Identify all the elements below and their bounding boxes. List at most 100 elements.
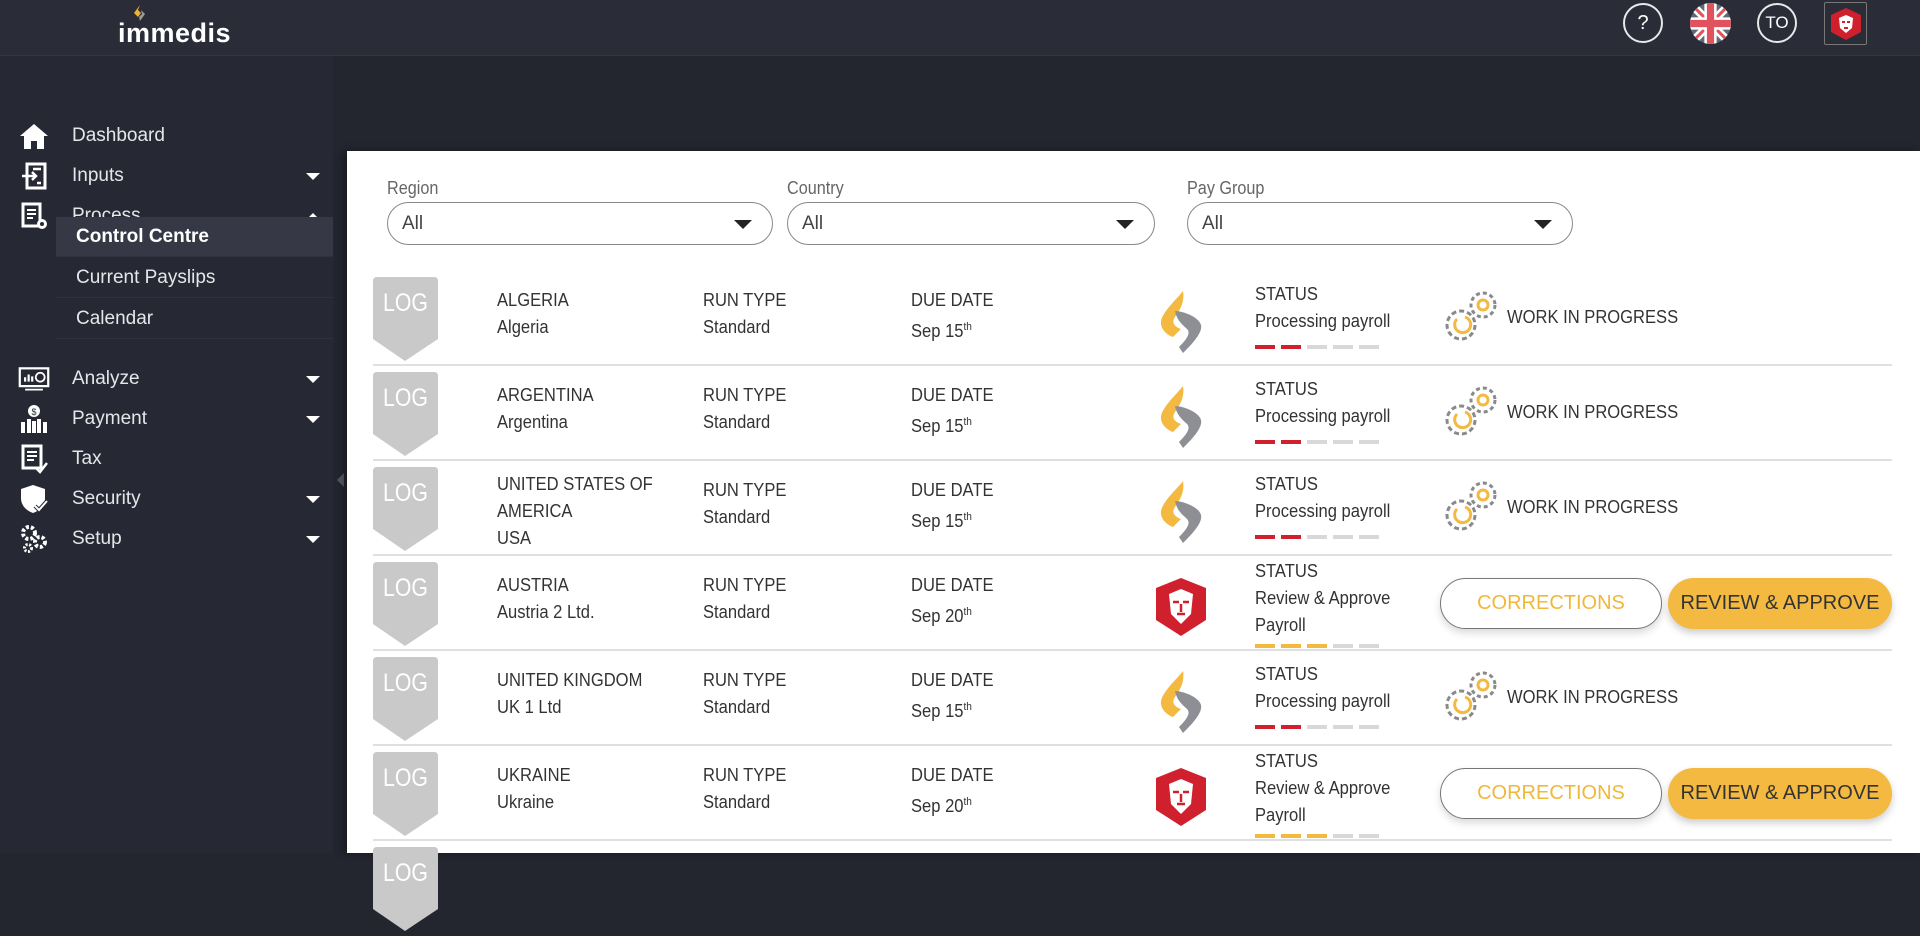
progress-step: [1333, 440, 1353, 444]
work-in-progress-label: WORK IN PROGRESS: [1507, 401, 1679, 422]
company-switcher-button[interactable]: [1824, 2, 1867, 45]
run-type-value: Standard: [703, 412, 771, 432]
progress-step: [1307, 644, 1327, 648]
status-value: Review & Approve Payroll: [1255, 588, 1391, 635]
country-name: AUSTRIA: [497, 575, 569, 595]
status-value: Processing payroll: [1255, 501, 1391, 521]
sidebar-subitem-current-payslips[interactable]: Current Payslips: [56, 258, 333, 298]
review-approve-button[interactable]: REVIEW & APPROVE: [1668, 578, 1892, 629]
log-button[interactable]: LOG: [373, 372, 438, 456]
progress-step: [1255, 644, 1275, 648]
status-progress: [1255, 644, 1379, 648]
log-label: LOG: [383, 289, 428, 317]
sidebar-item-label: Dashboard: [72, 125, 165, 146]
due-date-value: Sep 15: [911, 511, 964, 531]
corrections-button[interactable]: CORRECTIONS: [1440, 768, 1662, 819]
work-in-progress-label: WORK IN PROGRESS: [1507, 496, 1679, 517]
sidebar-item-inputs[interactable]: Inputs: [0, 156, 333, 196]
control-centre-panel: Region All Country All Pay Group All LOG…: [347, 151, 1920, 931]
sidebar-item-tax[interactable]: Tax: [0, 439, 333, 479]
review-approve-button[interactable]: REVIEW & APPROVE: [1668, 768, 1892, 819]
progress-step: [1255, 834, 1275, 838]
sidebar-item-label: Analyze: [72, 368, 140, 389]
immedis-logo[interactable]: immedis: [118, 4, 231, 52]
log-button[interactable]: LOG: [373, 657, 438, 741]
help-button[interactable]: ?: [1623, 3, 1663, 43]
collapse-sidebar-icon[interactable]: [337, 473, 344, 487]
log-button[interactable]: LOG: [373, 847, 438, 931]
progress-step: [1255, 440, 1275, 444]
status-icon: [1153, 574, 1209, 640]
progress-step: [1255, 535, 1275, 539]
chevron-down-icon: [306, 415, 320, 423]
due-date-label: DUE DATE: [911, 765, 994, 785]
due-date-suffix: th: [963, 321, 972, 333]
country-entity: UNITED KINGDOM UK 1 Ltd: [497, 667, 658, 721]
log-label: LOG: [383, 574, 428, 602]
corrections-label: CORRECTIONS: [1477, 782, 1625, 804]
status-value: Processing payroll: [1255, 311, 1391, 331]
status-icon: [1153, 479, 1209, 545]
country-select[interactable]: All: [787, 202, 1155, 245]
analyze-icon: [18, 364, 50, 394]
sidebar-subitem-control-centre[interactable]: Control Centre: [56, 217, 333, 257]
entity-name: Austria 2 Ltd.: [497, 602, 595, 622]
log-label: LOG: [383, 859, 428, 887]
sidebar-item-analyze[interactable]: Analyze: [0, 359, 333, 399]
due-date: DUE DATE Sep 20th: [911, 572, 994, 630]
security-icon: [18, 484, 50, 514]
sidebar-subitem-calendar[interactable]: Calendar: [56, 299, 333, 339]
status: STATUS Processing payroll: [1255, 281, 1411, 335]
sidebar-item-label: Security: [72, 488, 141, 509]
work-in-progress: WORK IN PROGRESS: [1439, 382, 1693, 442]
progress-step: [1359, 440, 1379, 444]
payroll-row: LOG UNITED STATES OF AMERICA USA RUN TYPE St…: [373, 461, 1892, 556]
region-label: Region: [387, 178, 439, 198]
region-select[interactable]: All: [387, 202, 773, 245]
svg-text:$: $: [31, 407, 36, 417]
user-avatar-button[interactable]: TO: [1757, 3, 1797, 43]
work-in-progress-gears-icon: [1445, 291, 1497, 341]
payroll-row: LOG ALGERIA Algeria RUN TYPE Standard DUE DAT…: [373, 271, 1892, 366]
due-date: DUE DATE Sep 15th: [911, 382, 994, 440]
sidebar-item-dashboard[interactable]: Dashboard: [0, 116, 333, 156]
language-uk-flag-icon[interactable]: [1690, 3, 1731, 44]
corrections-button[interactable]: CORRECTIONS: [1440, 578, 1662, 629]
log-button[interactable]: LOG: [373, 752, 438, 836]
run-type-label: RUN TYPE: [703, 765, 787, 785]
run-type: RUN TYPE Standard: [703, 762, 786, 816]
user-initials: TO: [1765, 13, 1789, 32]
sidebar-item-payment[interactable]: $ Payment: [0, 399, 333, 439]
sidebar-item-setup[interactable]: Setup: [0, 519, 333, 559]
country-entity: UNITED STATES OF AMERICA USA: [497, 471, 658, 552]
run-type-label: RUN TYPE: [703, 480, 787, 500]
processing-logo-icon: [1160, 291, 1202, 353]
log-button[interactable]: LOG: [373, 277, 438, 361]
run-type-label: RUN TYPE: [703, 385, 787, 405]
work-in-progress-label: WORK IN PROGRESS: [1507, 306, 1679, 327]
entity-name: Argentina: [497, 412, 568, 432]
sidebar-item-label: Tax: [72, 448, 102, 469]
review-approve-label: REVIEW & APPROVE: [1680, 782, 1880, 804]
progress-step: [1359, 834, 1379, 838]
sidebar: Dashboard Inputs Process Analyze $ Payment Tax…: [0, 56, 333, 853]
due-date: DUE DATE Sep 15th: [911, 477, 994, 535]
country-name: UNITED KINGDOM: [497, 670, 643, 690]
due-date-suffix: th: [963, 796, 972, 808]
status-icon: [1153, 289, 1209, 355]
progress-step: [1281, 440, 1301, 444]
log-label: LOG: [383, 384, 428, 412]
payroll-row: LOG: [373, 841, 1892, 936]
log-button[interactable]: LOG: [373, 562, 438, 646]
due-date-suffix: th: [963, 416, 972, 428]
run-type-value: Standard: [703, 697, 771, 717]
pay-group-select[interactable]: All: [1187, 202, 1573, 245]
logo-mark-icon: [134, 5, 145, 21]
entity-name: Ukraine: [497, 792, 555, 812]
top-bar: immedis ? TO: [0, 0, 1920, 56]
due-date-label: DUE DATE: [911, 480, 994, 500]
progress-step: [1281, 834, 1301, 838]
entity-name: USA: [497, 528, 532, 548]
log-button[interactable]: LOG: [373, 467, 438, 551]
sidebar-item-security[interactable]: Security: [0, 479, 333, 519]
